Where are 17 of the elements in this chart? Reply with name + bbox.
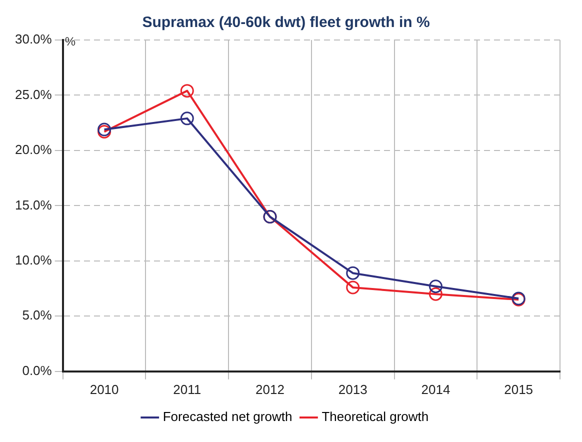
x-tick-label: 2011	[173, 382, 202, 397]
y-tick-label: 10.0%	[14, 252, 52, 268]
legend-label: Theoretical growth	[322, 409, 429, 424]
y-tick-label: 15.0%	[14, 197, 52, 212]
x-tick-label: 2010	[90, 382, 119, 397]
legend-label: Forecasted net growth	[162, 409, 292, 424]
y-tick-label: 25.0%	[14, 86, 52, 102]
chart-title: Supramax (40-60k dwt) fleet growth in %	[142, 14, 430, 32]
y-tick-label: 30.0%	[14, 32, 52, 47]
y-tick-label: 0.0%	[22, 362, 52, 378]
x-tick-label: 2014	[421, 382, 450, 397]
y-tick-label: 5.0%	[22, 308, 52, 323]
y-tick-label: 20.0%	[14, 142, 52, 158]
annotation: %	[64, 34, 76, 48]
x-tick-label: 2013	[338, 382, 368, 397]
x-tick-label: 2012	[256, 382, 284, 397]
x-tick-label: 2015	[504, 382, 534, 397]
